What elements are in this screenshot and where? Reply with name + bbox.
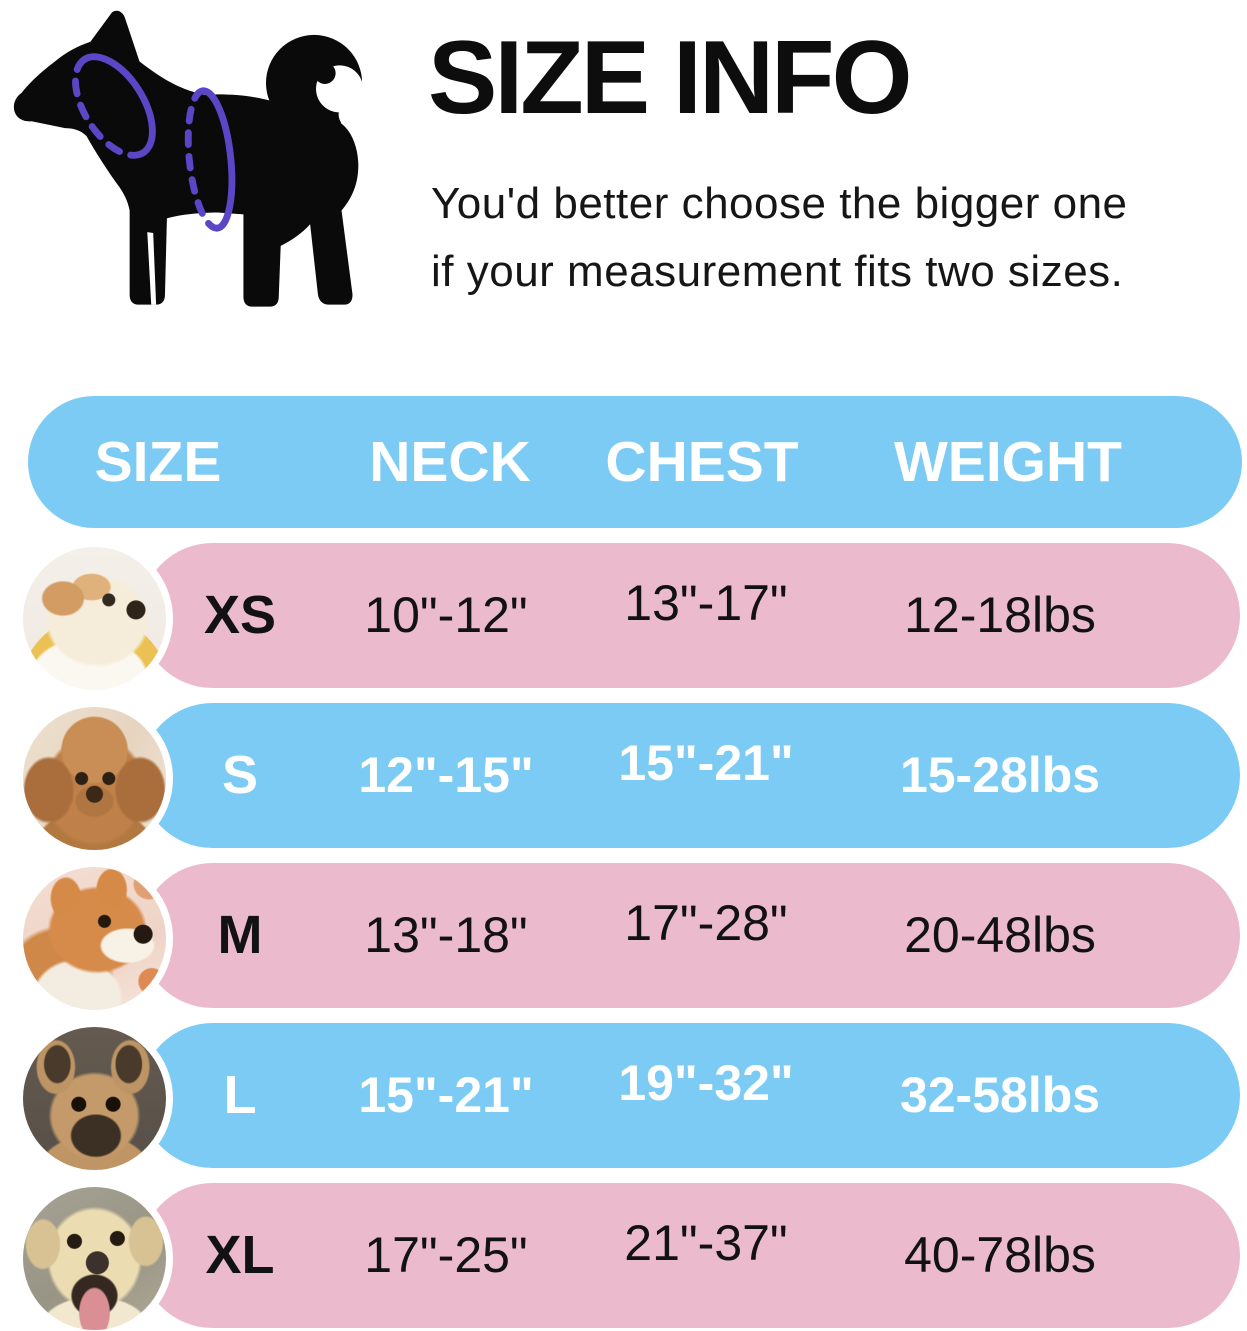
neck-cell: 13"-18" (364, 907, 528, 963)
chest-cell: 19"-32" (618, 1055, 794, 1111)
subtitle-line-2: if your measurement fits two sizes. (431, 247, 1124, 296)
header-weight: WEIGHT (894, 430, 1122, 494)
size-cell: XS (203, 585, 277, 645)
table-row-xl: XL 17"-25" 21"-37" 40-78lbs (0, 1180, 1247, 1331)
table-header-pill (28, 396, 1242, 528)
row-pill (140, 863, 1240, 1008)
weight-cell: 12-18lbs (904, 587, 1096, 643)
weight-cell: 20-48lbs (904, 907, 1096, 963)
row-pill (140, 1183, 1240, 1328)
page-subtitle: You'd better choose the bigger one if yo… (431, 170, 1221, 306)
weight-cell: 32-58lbs (899, 1067, 1101, 1123)
neck-cell: 12"-15" (358, 747, 534, 803)
header-size: SIZE (94, 430, 222, 494)
header-neck: NECK (369, 430, 531, 494)
table-row-m: M 13"-18" 17"-28" 20-48lbs (0, 860, 1247, 1023)
chest-cell: 15"-21" (618, 735, 794, 791)
table-row-s: S 12"-15" 15"-21" 15-28lbs (0, 700, 1247, 863)
chest-measure-ellipse (184, 87, 236, 232)
chest-cell: 21"-37" (624, 1215, 788, 1271)
row-pill (140, 543, 1240, 688)
weight-cell: 15-28lbs (899, 747, 1101, 803)
labrador-photo (16, 1180, 173, 1331)
page-title: SIZE INFO (428, 20, 912, 136)
french-bulldog-photo (16, 1020, 173, 1177)
header-chest: CHEST (605, 430, 799, 494)
dog-measurement-diagram (8, 4, 420, 314)
chest-cell: 13"-17" (624, 575, 788, 631)
dog-silhouette-icon (13, 10, 369, 307)
neck-cell: 15"-21" (358, 1067, 534, 1123)
neck-cell: 10"-12" (364, 587, 528, 643)
pomeranian-photo (16, 540, 173, 697)
size-cell: M (217, 905, 263, 965)
shiba-photo (16, 860, 173, 1017)
neck-measure-ellipse (72, 53, 156, 159)
row-pill (140, 1023, 1240, 1168)
subtitle-line-1: You'd better choose the bigger one (431, 179, 1128, 228)
table-row-xs: XS 10"-12" 13"-17" 12-18lbs (0, 540, 1247, 703)
weight-cell: 40-78lbs (904, 1227, 1096, 1283)
size-cell: XL (205, 1225, 275, 1285)
table-row-l: L 15"-21" 19"-32" 32-58lbs (0, 1020, 1247, 1183)
chest-cell: 17"-28" (624, 895, 788, 951)
poodle-photo (16, 700, 173, 857)
size-cell: L (223, 1065, 257, 1125)
row-pill (140, 703, 1240, 848)
size-cell: S (221, 745, 259, 805)
neck-cell: 17"-25" (364, 1227, 528, 1283)
